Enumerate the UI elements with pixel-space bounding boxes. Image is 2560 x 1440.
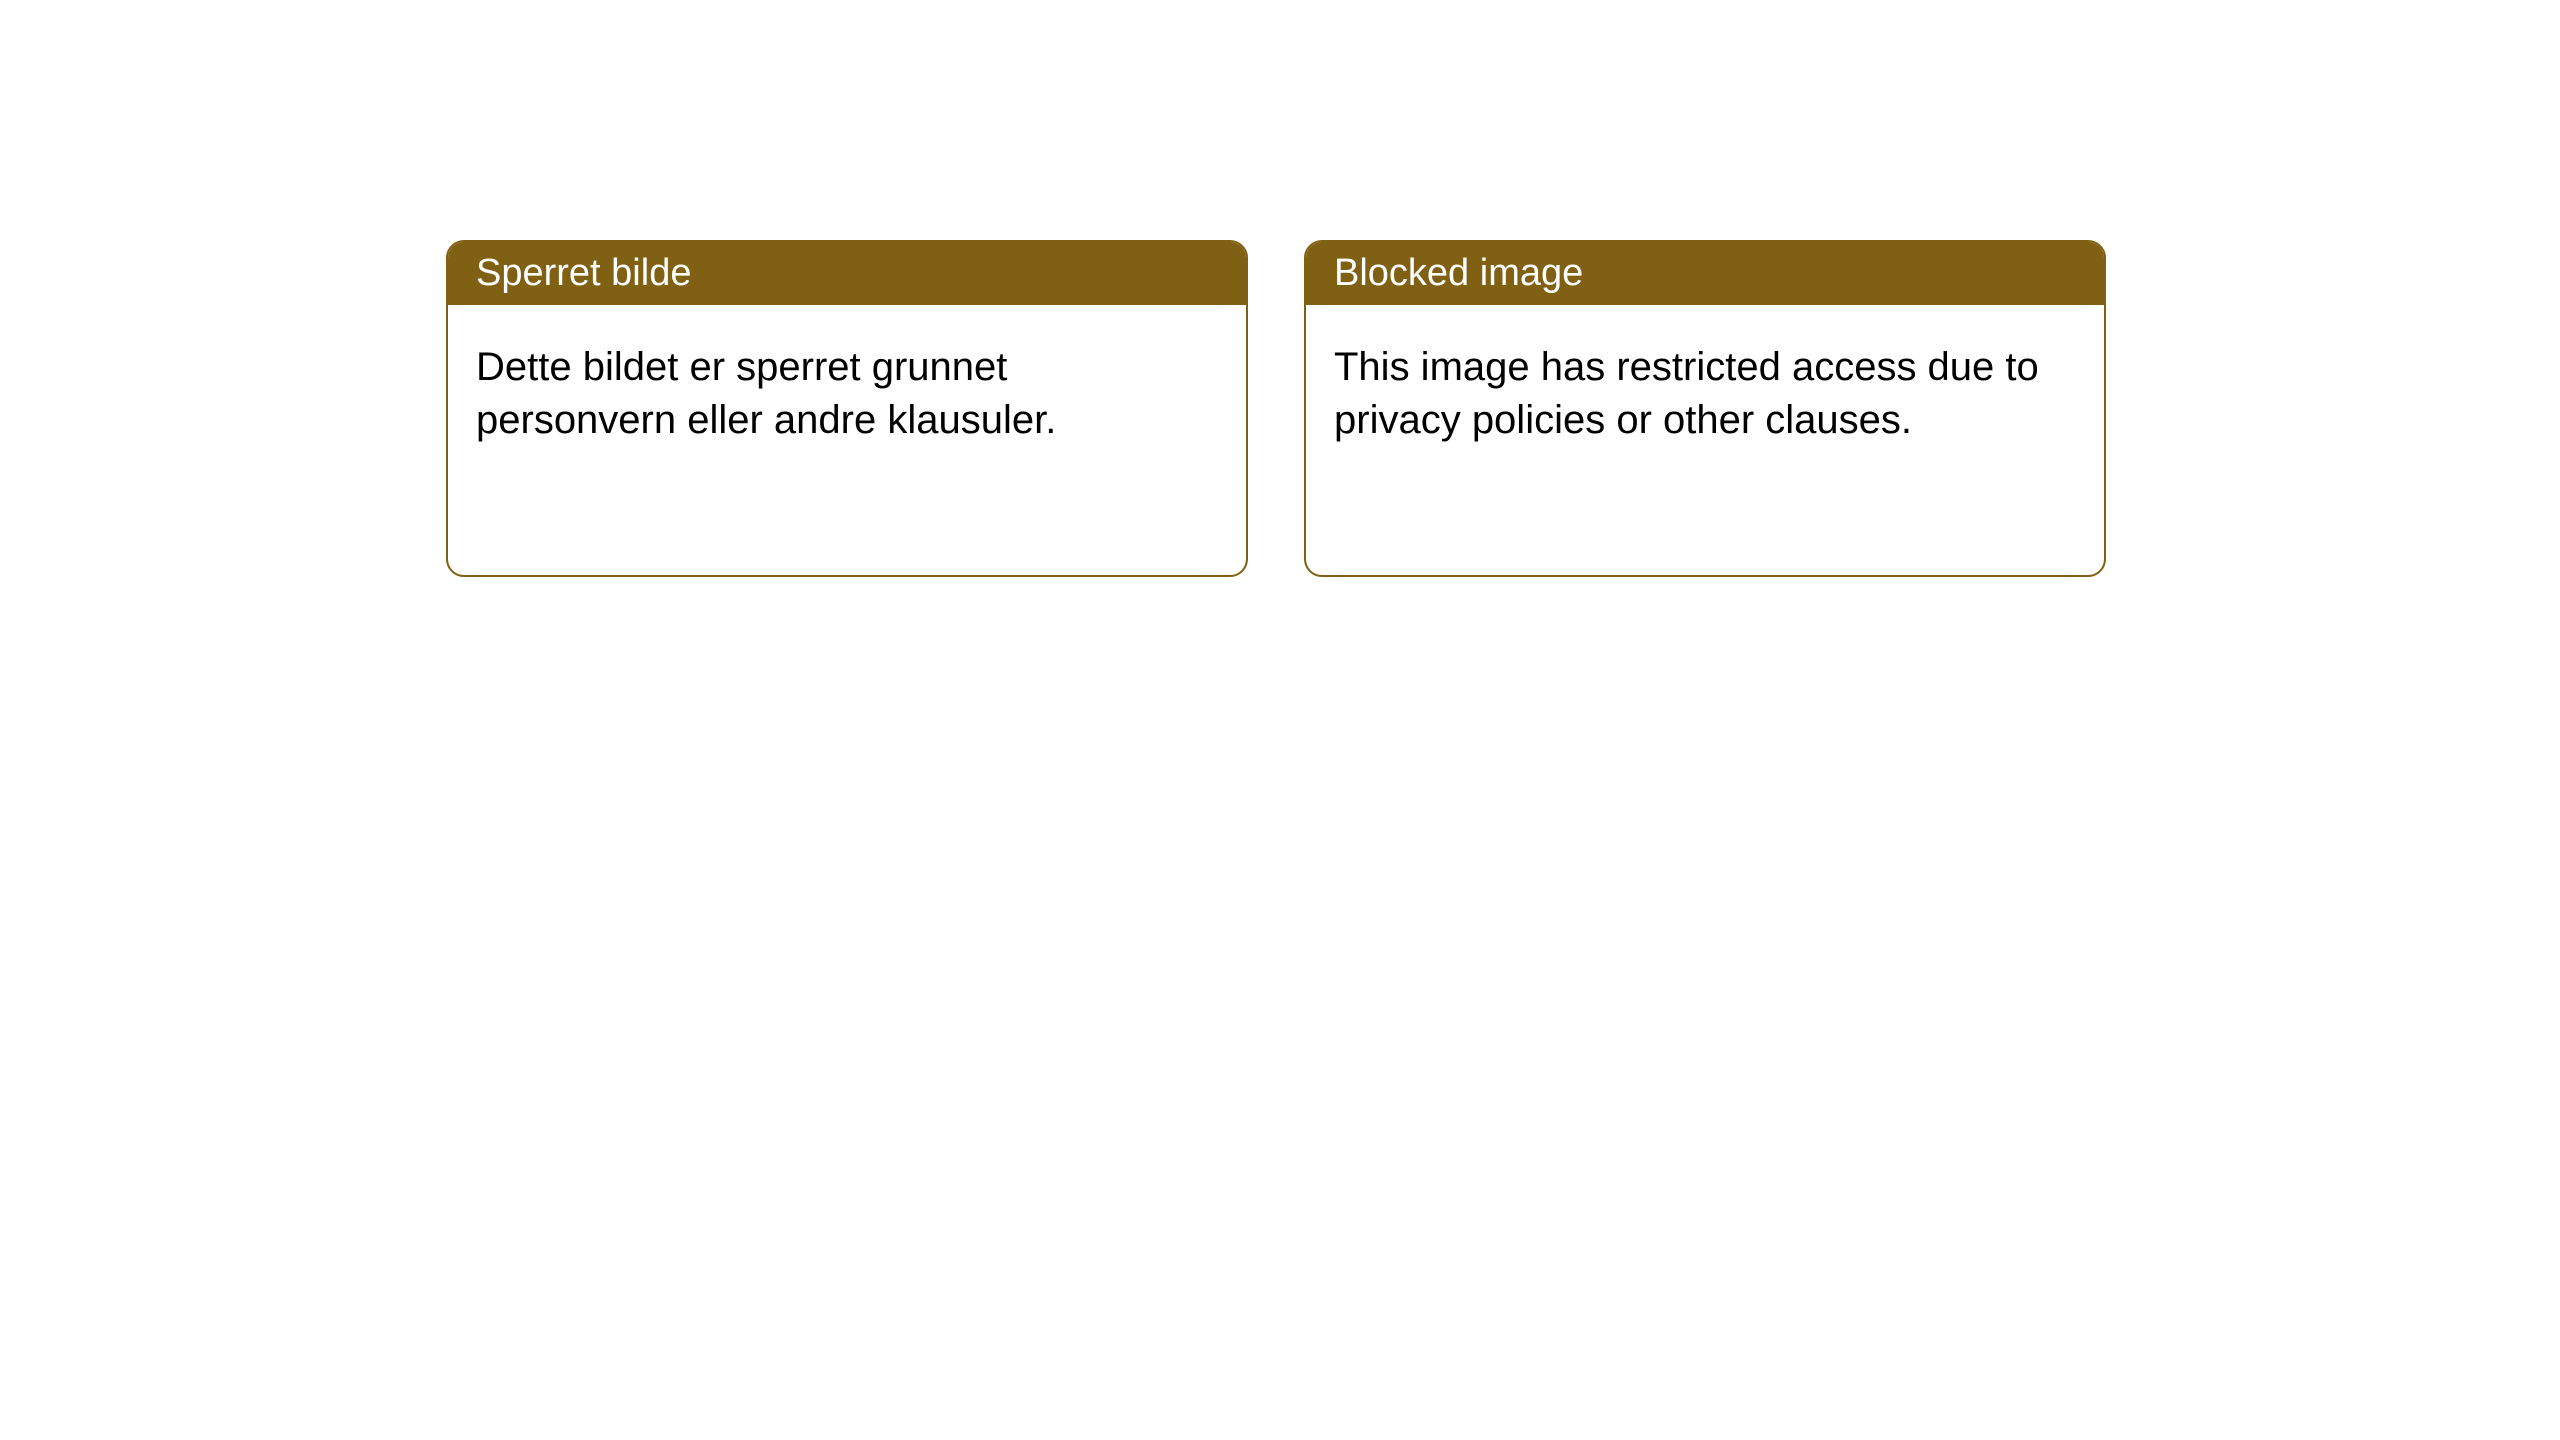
notice-title: Sperret bilde <box>476 252 691 294</box>
notice-card-norwegian: Sperret bilde Dette bildet er sperret gr… <box>446 240 1248 577</box>
notice-title: Blocked image <box>1334 252 1583 294</box>
notice-body: Dette bildet er sperret grunnet personve… <box>448 305 1246 575</box>
notice-body-text: This image has restricted access due to … <box>1334 345 2039 442</box>
notice-header: Sperret bilde <box>448 242 1246 305</box>
notice-body-text: Dette bildet er sperret grunnet personve… <box>476 345 1056 442</box>
notice-container: Sperret bilde Dette bildet er sperret gr… <box>446 240 2106 577</box>
notice-body: This image has restricted access due to … <box>1306 305 2104 575</box>
notice-card-english: Blocked image This image has restricted … <box>1304 240 2106 577</box>
notice-header: Blocked image <box>1306 242 2104 305</box>
